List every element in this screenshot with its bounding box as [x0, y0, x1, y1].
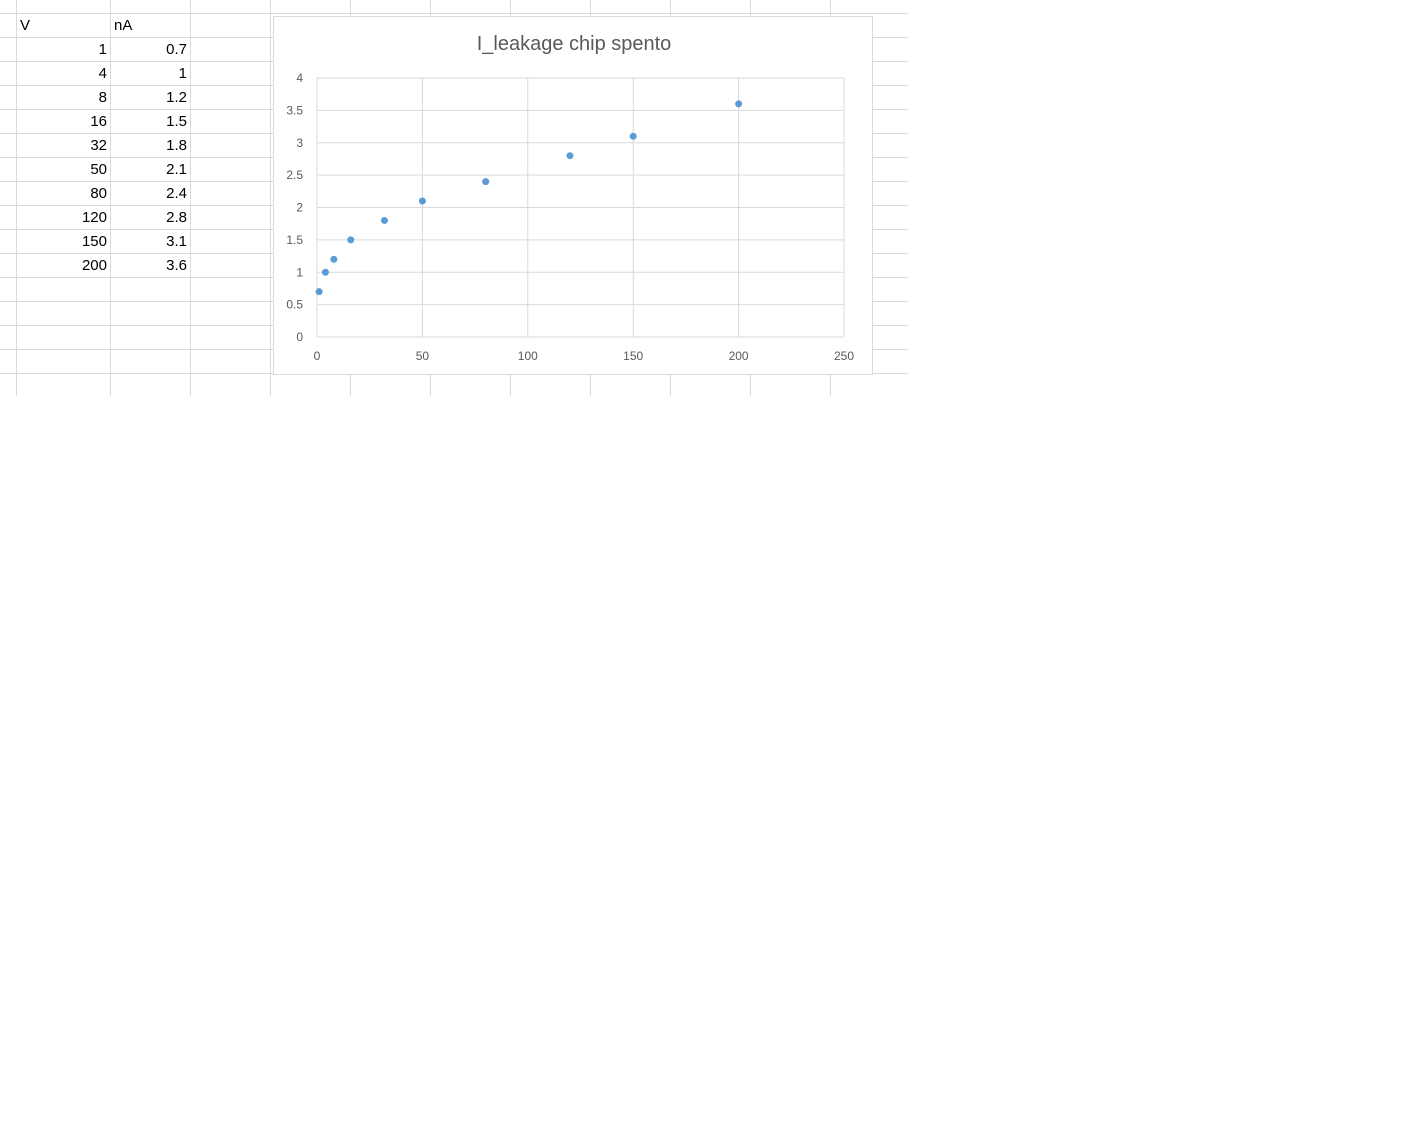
chart-object[interactable]: I_leakage chip spento 0 0.5 1 1.5 2 2.5 3 3.5 4 0…: [273, 16, 873, 375]
cell-na[interactable]: 1.2: [166, 89, 187, 106]
cell-na[interactable]: 2.4: [166, 185, 187, 202]
data-point: [629, 132, 637, 140]
data-point: [735, 100, 743, 108]
column-gridline: [190, 0, 191, 396]
header-cell-na[interactable]: nA: [114, 17, 133, 34]
column-gridline: [110, 0, 111, 396]
header-cell-v[interactable]: V: [20, 17, 31, 34]
x-tick-label: 150: [623, 349, 643, 363]
cell-v[interactable]: 200: [81, 257, 107, 274]
chart-data-points: [315, 100, 743, 296]
cell-na[interactable]: 2.8: [166, 209, 187, 226]
cell-na[interactable]: 2.1: [166, 161, 187, 178]
data-point: [347, 236, 355, 244]
x-tick-label: 200: [729, 349, 749, 363]
cell-v[interactable]: 120: [81, 209, 107, 226]
data-point: [482, 178, 490, 186]
y-tick-label: 2: [296, 201, 303, 215]
data-point: [418, 197, 426, 205]
y-tick-label: 1: [296, 265, 303, 279]
data-point: [566, 152, 574, 160]
y-tick-label: 3: [296, 136, 303, 150]
y-tick-label: 0.5: [286, 298, 303, 312]
chart-tick-labels: 0 0.5 1 1.5 2 2.5 3 3.5 4 0 50 100 150 200 250: [286, 71, 854, 363]
chart-gridlines: [316, 77, 845, 338]
chart-title: I_leakage chip spento: [477, 33, 672, 55]
data-point: [380, 216, 388, 224]
y-tick-label: 3.5: [286, 103, 303, 117]
cell-na[interactable]: 0.7: [166, 41, 187, 58]
cell-na[interactable]: 1: [178, 65, 187, 82]
scatter-chart: I_leakage chip spento 00.511.522.533.540…: [286, 33, 854, 363]
column-gridline: [270, 0, 271, 396]
cell-v[interactable]: 150: [81, 233, 107, 250]
cell-v[interactable]: 8: [98, 89, 107, 106]
cell-v[interactable]: 32: [90, 137, 107, 154]
cell-na[interactable]: 1.8: [166, 137, 187, 154]
cell-v[interactable]: 4: [98, 65, 107, 82]
cell-v[interactable]: 1: [98, 41, 107, 58]
y-tick-label: 1.5: [286, 233, 303, 247]
column-gridline: [16, 0, 17, 396]
data-point: [315, 288, 323, 296]
x-tick-label: 100: [518, 349, 538, 363]
x-tick-label: 250: [834, 349, 854, 363]
row-gridline: [0, 13, 908, 14]
cell-v[interactable]: 16: [90, 113, 107, 130]
x-tick-label: 50: [416, 349, 430, 363]
cell-na[interactable]: 1.5: [166, 113, 187, 130]
cell-v[interactable]: 80: [90, 185, 107, 202]
data-point: [321, 268, 329, 276]
cell-na[interactable]: 3.1: [166, 233, 187, 250]
cell-na[interactable]: 3.6: [166, 257, 187, 274]
x-tick-label: 0: [314, 349, 321, 363]
cell-v[interactable]: 50: [90, 161, 107, 178]
data-point: [330, 255, 338, 263]
y-tick-label: 4: [296, 71, 303, 85]
y-tick-label: 2.5: [286, 168, 303, 182]
y-tick-label: 0: [296, 330, 303, 344]
